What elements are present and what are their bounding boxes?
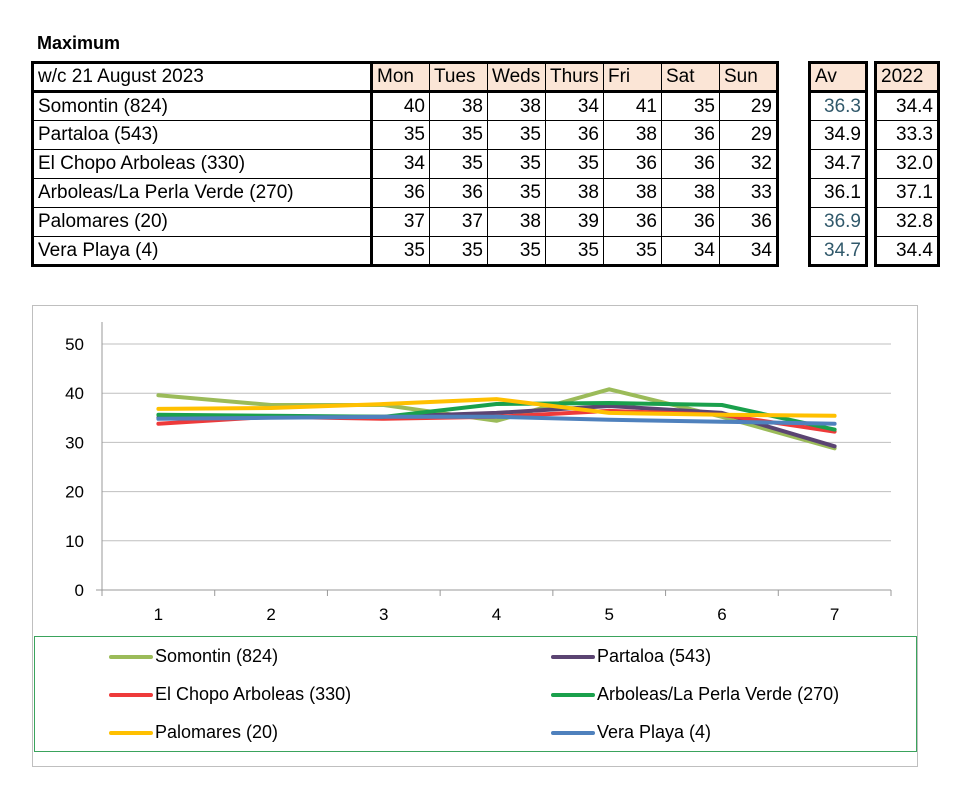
station-name: Palomares (20) (32, 207, 373, 237)
legend-item: Somontin (824) (109, 644, 278, 668)
temperature-table: w/c 21 August 2023 Mon Tues Weds Thurs F… (31, 61, 779, 267)
legend-swatch (109, 693, 153, 698)
table-cell: 34 (371, 149, 430, 179)
x-tick-label: 6 (717, 605, 726, 624)
table-header-row: w/c 21 August 2023 Mon Tues Weds Thurs F… (32, 62, 778, 93)
average-table: Av 36.3 34.9 34.7 36.1 36.9 34.7 (808, 61, 868, 267)
average-cell: 34.7 (809, 149, 867, 179)
station-name: El Chopo Arboleas (330) (32, 149, 373, 179)
year-cell: 32.0 (875, 149, 939, 179)
legend-label: El Chopo Arboleas (330) (155, 684, 352, 704)
day-header-sat: Sat (661, 62, 720, 93)
average-cell: 34.7 (809, 236, 867, 266)
table-cell: 38 (603, 120, 662, 150)
legend-label: Vera Playa (4) (597, 722, 712, 742)
day-header-tue: Tues (429, 62, 488, 93)
table-cell: 36 (371, 178, 430, 208)
station-name: Somontin (824) (32, 91, 373, 121)
table-cell: 33 (719, 178, 778, 208)
legend-swatch (109, 731, 153, 736)
legend-swatch (551, 655, 595, 660)
year-header: 2022 (875, 62, 939, 93)
average-cell: 36.3 (809, 91, 867, 121)
table-cell: 35 (371, 236, 430, 266)
legend-label: Somontin (824) (155, 646, 279, 666)
legend-swatch (551, 731, 595, 736)
table-cell: 36 (661, 120, 720, 150)
y-tick-label: 50 (65, 335, 84, 354)
series-line-6 (156, 414, 837, 426)
table-cell: 34 (719, 236, 778, 266)
legend-label: Partaloa (543) (597, 646, 712, 666)
station-name: Vera Playa (4) (32, 236, 373, 266)
table-row: El Chopo Arboleas (330) 34 35 35 35 36 3… (32, 149, 778, 179)
average-cell: 34.9 (809, 120, 867, 150)
legend-item: Partaloa (543) (551, 644, 711, 668)
table-cell: 32 (719, 149, 778, 179)
legend-swatch (551, 693, 595, 698)
x-tick-label: 2 (266, 605, 275, 624)
week-label: w/c 21 August 2023 (32, 62, 373, 93)
table-cell: 35 (429, 236, 488, 266)
table-cell: 34 (661, 236, 720, 266)
x-tick-label: 4 (492, 605, 501, 624)
table-row: Somontin (824) 40 38 38 34 41 35 29 (32, 91, 778, 121)
legend-item: Arboleas/La Perla Verde (270) (551, 682, 839, 706)
average-header: Av (809, 62, 867, 93)
y-tick-label: 0 (75, 581, 84, 600)
y-tick-label: 20 (65, 483, 84, 502)
year-2022-table: 2022 34.4 33.3 32.0 37.1 32.8 34.4 (874, 61, 940, 267)
legend-label: Palomares (20) (155, 722, 279, 742)
table-row: Palomares (20) 37 37 38 39 36 36 36 (32, 207, 778, 237)
table-cell: 36 (719, 207, 778, 237)
x-tick-label: 3 (379, 605, 388, 624)
x-tick-label: 1 (154, 605, 163, 624)
table-cell: 35 (429, 149, 488, 179)
table-cell: 35 (545, 236, 604, 266)
day-header-fri: Fri (603, 62, 662, 93)
y-tick-label: 10 (65, 532, 84, 551)
table-cell: 40 (371, 91, 430, 121)
chart-frame (32, 305, 918, 767)
table-cell: 38 (429, 91, 488, 121)
table-cell: 29 (719, 91, 778, 121)
year-cell: 32.8 (875, 207, 939, 237)
table-cell: 36 (429, 178, 488, 208)
chart-legend: Somontin (824) Partaloa (543) El Chopo A… (34, 636, 917, 752)
day-header-thu: Thurs (545, 62, 604, 93)
table-row: Partaloa (543) 35 35 35 36 38 36 29 (32, 120, 778, 150)
series-line-2 (156, 404, 837, 449)
x-tick-label: 5 (604, 605, 613, 624)
day-header-sun: Sun (719, 62, 778, 93)
legend-item: Palomares (20) (109, 720, 278, 744)
year-cell: 34.4 (875, 236, 939, 266)
y-tick-label: 30 (65, 433, 84, 452)
legend-swatch (109, 655, 153, 660)
table-cell: 38 (661, 178, 720, 208)
legend-item: Vera Playa (4) (551, 720, 711, 744)
table-cell: 34 (545, 91, 604, 121)
table-cell: 38 (487, 91, 546, 121)
table-cell: 35 (487, 178, 546, 208)
year-cell: 34.4 (875, 91, 939, 121)
station-name: Partaloa (543) (32, 120, 373, 150)
table-cell: 36 (545, 120, 604, 150)
table-row: Vera Playa (4) 35 35 35 35 35 34 34 (32, 236, 778, 266)
table-cell: 35 (603, 236, 662, 266)
table-cell: 36 (661, 207, 720, 237)
series-line-5 (156, 397, 837, 418)
table-cell: 29 (719, 120, 778, 150)
table-cell: 35 (545, 149, 604, 179)
legend-label: Arboleas/La Perla Verde (270) (597, 684, 840, 704)
legend-item: El Chopo Arboleas (330) (109, 682, 351, 706)
y-tick-label: 40 (65, 384, 84, 403)
x-tick-label: 7 (830, 605, 839, 624)
year-cell: 37.1 (875, 178, 939, 208)
table-cell: 38 (487, 207, 546, 237)
table-cell: 36 (603, 207, 662, 237)
table-title: Maximum (37, 33, 121, 53)
